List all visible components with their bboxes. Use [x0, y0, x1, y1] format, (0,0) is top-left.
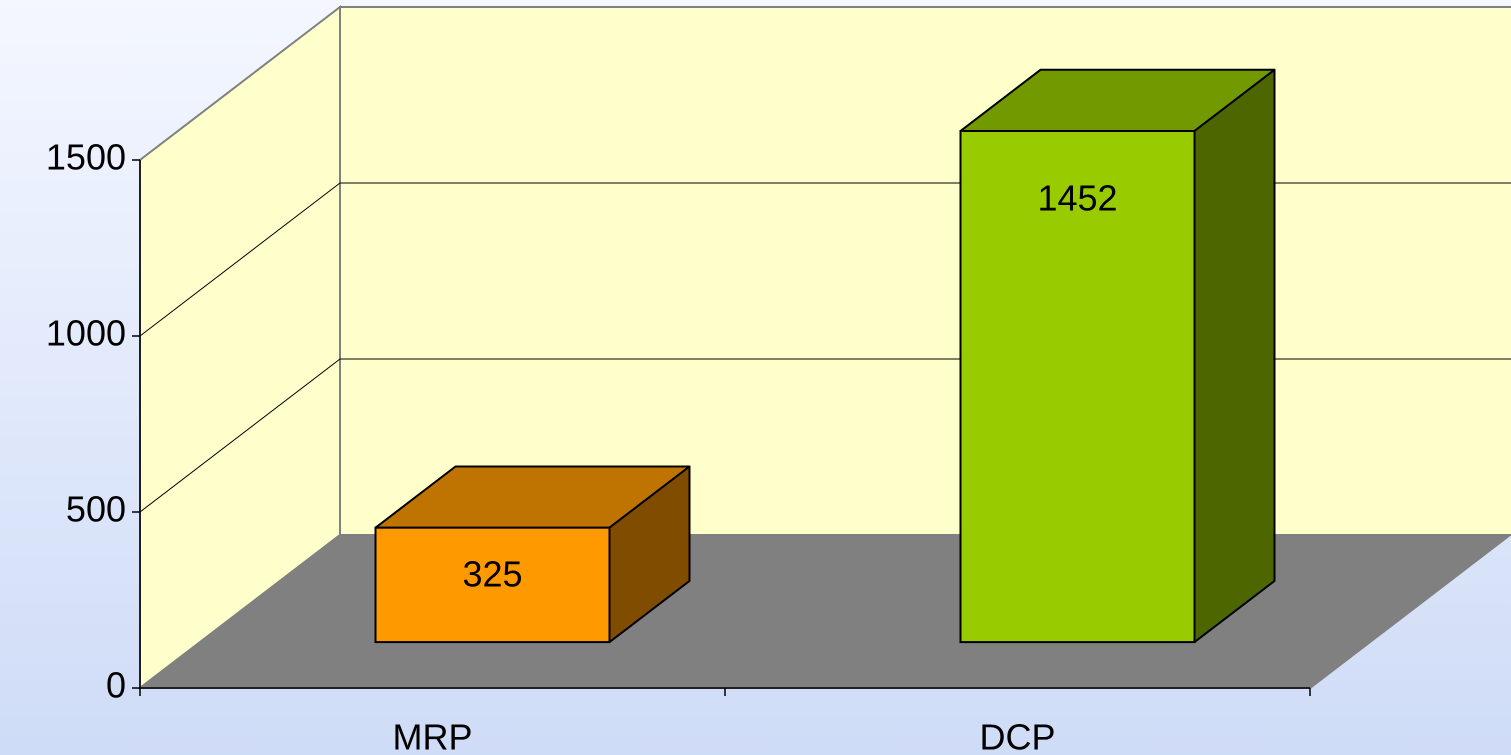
value-label: 325 — [462, 553, 522, 594]
floor — [137, 534, 1511, 689]
y-tick-label: 1500 — [46, 137, 126, 178]
grid-line — [139, 182, 341, 337]
bar-side — [1193, 68, 1276, 644]
grid-line — [139, 358, 341, 513]
x-tick-label: MRP — [393, 717, 473, 755]
y-tick-label: 1000 — [46, 313, 126, 354]
back-wall — [339, 6, 1511, 536]
value-label: 1452 — [1037, 178, 1117, 219]
bar — [374, 526, 611, 644]
x-tick-label: DCP — [979, 717, 1055, 755]
bar — [959, 129, 1196, 644]
y-tick-label: 500 — [66, 489, 126, 530]
y-tick-label: 0 — [106, 665, 126, 706]
